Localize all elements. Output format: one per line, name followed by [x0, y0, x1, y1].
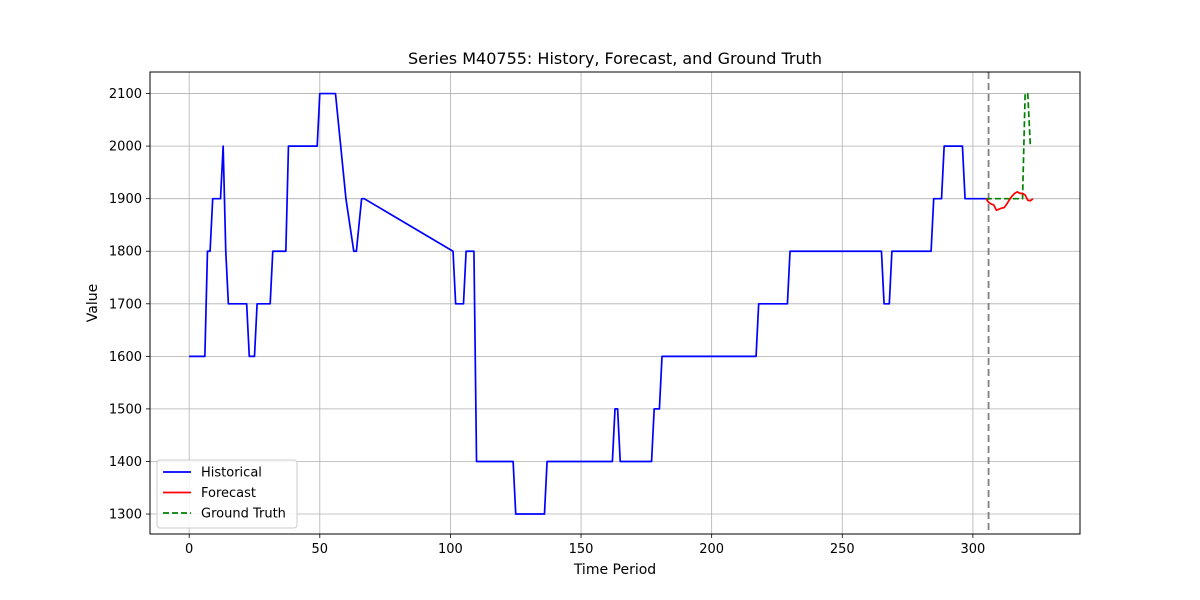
y-tick-label: 1400	[109, 455, 142, 470]
series-line-ground-truth	[985, 92, 1032, 200]
x-tick-label: 100	[438, 542, 463, 557]
legend-label: Ground Truth	[201, 507, 286, 522]
y-tick-label: 1500	[109, 402, 142, 417]
chart-title: Series M40755: History, Forecast, and Gr…	[408, 49, 822, 68]
series-line-forecast	[985, 190, 1034, 212]
series-line-historical	[189, 92, 986, 515]
y-tick-label: 2100	[109, 87, 142, 102]
y-tick-label: 1300	[109, 508, 142, 523]
series-lines	[189, 92, 1034, 515]
legend-label: Forecast	[201, 486, 256, 501]
x-axis-label: Time Period	[573, 562, 656, 578]
legend: Historical Forecast Ground Truth	[156, 459, 298, 529]
x-tick-label: 200	[699, 542, 724, 557]
grid	[150, 72, 1080, 534]
x-tick-label: 50	[312, 542, 329, 557]
y-axis-ticks: 1300 1400 1500 1600 1700 1800 1900 2000 2100	[109, 87, 150, 523]
y-tick-label: 1900	[109, 192, 142, 207]
x-tick-label: 150	[569, 542, 594, 557]
x-axis-ticks: 0 50 100 150 200 250 300	[185, 534, 985, 557]
x-tick-label: 0	[185, 542, 193, 557]
legend-label: Historical	[201, 466, 262, 481]
y-tick-label: 2000	[109, 140, 142, 155]
y-tick-label: 1700	[109, 297, 142, 312]
y-tick-label: 1800	[109, 245, 142, 260]
y-axis-label: Value	[85, 284, 101, 322]
x-tick-label: 250	[830, 542, 855, 557]
legend-box	[156, 459, 298, 529]
x-tick-label: 300	[960, 542, 985, 557]
plot-frame	[149, 71, 1081, 535]
plot-area	[150, 72, 1080, 534]
y-tick-label: 1600	[109, 350, 142, 365]
